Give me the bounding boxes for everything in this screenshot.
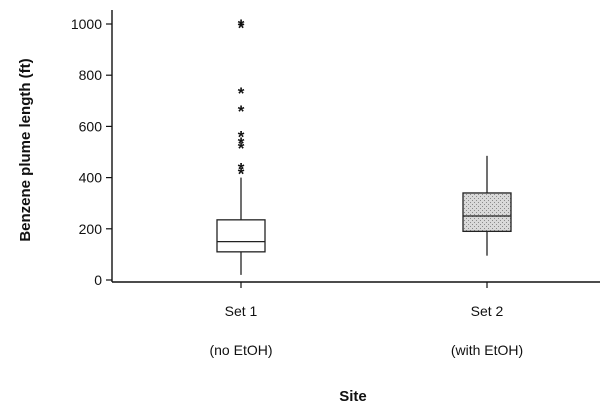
y-tick-label: 0 (94, 272, 102, 288)
x-tick-label: Set 1 (225, 303, 258, 319)
outlier-point: * (238, 139, 245, 158)
outlier-point: * (238, 19, 245, 38)
y-tick-label: 600 (79, 118, 103, 134)
x-tick-sublabel: (no EtOH) (209, 342, 272, 358)
outlier-point: * (238, 16, 245, 35)
box-iqr (462, 192, 512, 233)
outlier-point: * (238, 84, 245, 103)
x-tick-label: Set 2 (471, 303, 504, 319)
outlier-point: * (238, 159, 245, 178)
outlier-point: * (238, 127, 245, 146)
box-group: ********* (216, 16, 266, 275)
x-axis-title: Site (339, 388, 367, 405)
y-tick-label: 800 (79, 67, 103, 83)
outlier-point: * (238, 164, 245, 183)
box-iqr (216, 219, 266, 253)
outlier-point: * (238, 102, 245, 121)
y-tick-label: 200 (79, 221, 103, 237)
y-axis-title: Benzene plume length (ft) (17, 58, 34, 241)
x-tick-sublabel: (with EtOH) (451, 342, 523, 358)
y-tick-label: 1000 (71, 16, 102, 32)
y-tick-label: 400 (79, 170, 103, 186)
outlier-point: * (238, 134, 245, 153)
box-group (462, 155, 512, 256)
